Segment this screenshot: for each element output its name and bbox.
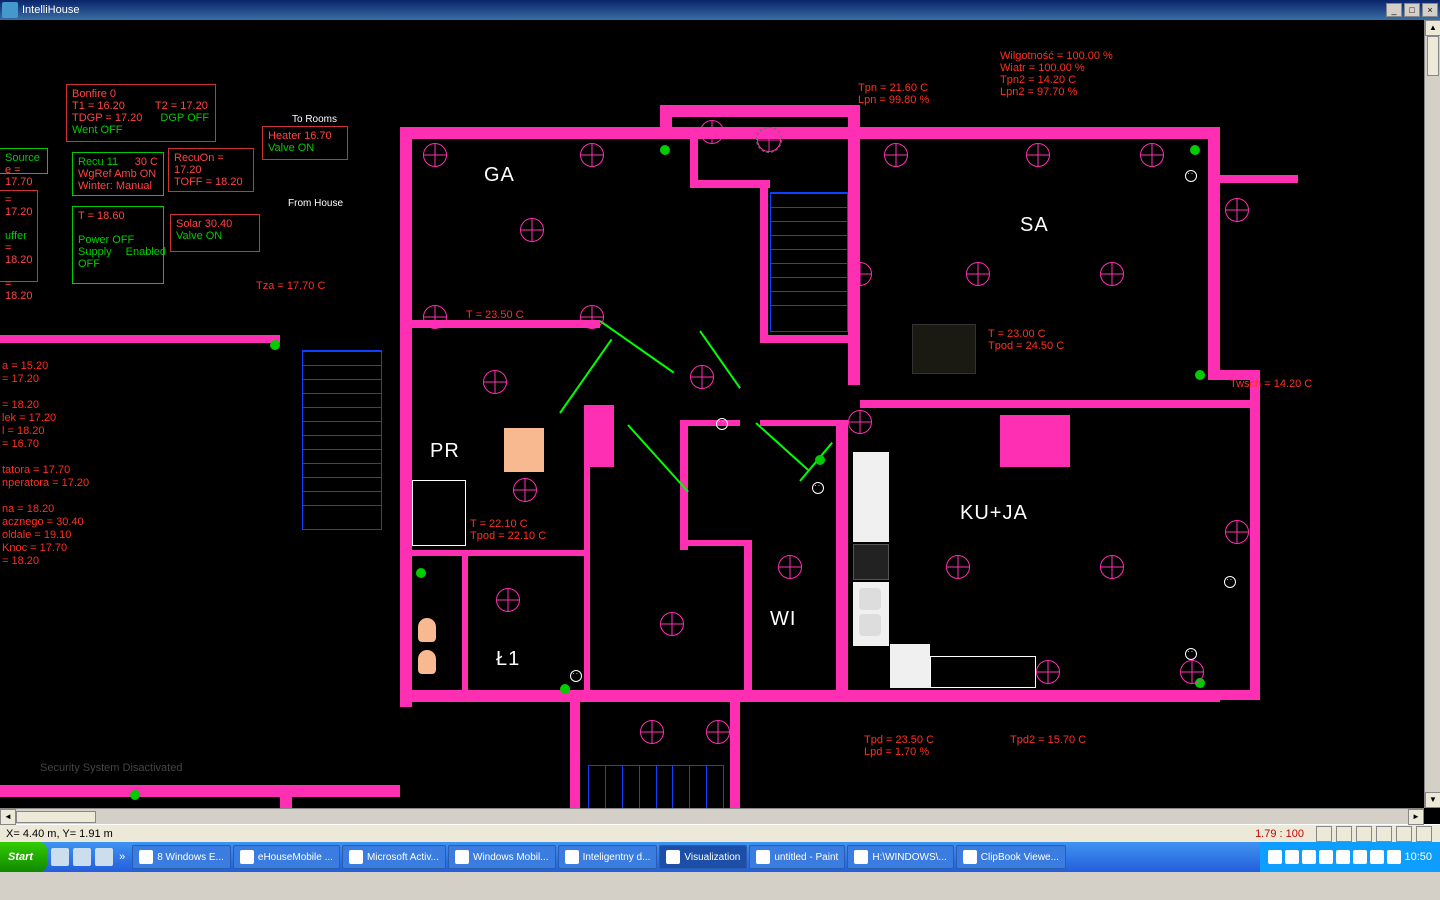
readout: T = 23.50 C [466,309,524,321]
scroll-right-icon[interactable]: ► [1408,809,1424,825]
app-icon [2,2,18,18]
close-button[interactable]: × [1422,3,1438,17]
tray-icon[interactable] [1268,850,1282,864]
tray-icon[interactable] [1387,850,1401,864]
room-l1: Ł1 [496,648,520,671]
tray-icon[interactable] [1302,850,1316,864]
tool-icon[interactable] [1336,826,1352,842]
tray-icon[interactable] [1370,850,1384,864]
coords-readout: X= 4.40 m, Y= 1.91 m [6,828,1255,840]
taskbar-button[interactable]: Visualization [659,845,747,869]
ql-overflow-icon[interactable]: » [117,851,127,863]
readout: T = 23.00 CTpod = 24.50 C [988,328,1064,352]
buffer-panel[interactable]: = 17.20 uffer = 18.20 = 18.20 [0,190,38,282]
readout: Tpd2 = 15.70 C [1010,734,1086,746]
tray-icon[interactable] [1319,850,1333,864]
readout: Tpd = 23.50 CLpd = 1.70 % [864,734,934,758]
readout-tza: Tza = 17.70 C [256,280,325,292]
tool-icon[interactable] [1316,826,1332,842]
floorplan-canvas[interactable]: GA SA PR WI Ł1 KU+JA Wilgotność = 100.00… [0,20,1440,824]
recu-panel[interactable]: Recu 11 30 C WgRef Amb ON Winter: Manual [72,152,164,196]
solar-panel[interactable]: Solar 30.40 Valve ON [170,214,260,252]
scale-readout: 1.79 : 100 [1255,828,1304,840]
readout: Twsch = 14.20 C [1230,378,1312,390]
tool-icon[interactable] [1396,826,1412,842]
tool-icon[interactable] [1356,826,1372,842]
taskbar-button[interactable]: 8 Windows E... [132,845,231,869]
bonfire-panel[interactable]: Bonfire 0 T1 = 16.20T2 = 17.20 TDGP = 17… [66,84,216,142]
tray-icon[interactable] [1353,850,1367,864]
recu-power-panel[interactable]: T = 18.60 Power OFF Supply OFFEnabled [72,206,164,284]
scroll-thumb[interactable] [16,811,96,823]
taskbar-button[interactable]: Windows Mobil... [448,845,556,869]
horizontal-scrollbar[interactable]: ◄ ► [0,808,1424,824]
heater-label-bottom: From House [288,198,343,209]
scroll-left-icon[interactable]: ◄ [0,809,16,825]
taskbar: Start » 8 Windows E...eHouseMobile ...Mi… [0,842,1440,872]
taskbar-button[interactable]: eHouseMobile ... [233,845,340,869]
readout-left: a = 15.20= 17.20 = 18.20lek = 17.20l = 1… [2,360,89,568]
vertical-scrollbar[interactable]: ▲ ▼ [1424,20,1440,808]
room-wi: WI [770,608,796,631]
scroll-up-icon[interactable]: ▲ [1425,20,1440,36]
heater-panel[interactable]: Heater 16.70 Valve ON [262,126,348,160]
app-title: IntelliHouse [22,4,79,16]
room-kuja: KU+JA [960,502,1028,525]
taskbar-button[interactable]: Inteligentny d... [558,845,658,869]
scroll-down-icon[interactable]: ▼ [1425,792,1440,808]
readout: Tpn = 21.60 CLpn = 99.80 % [858,82,929,106]
room-sa: SA [1020,214,1049,237]
scroll-thumb[interactable] [1427,36,1439,76]
tray-icon[interactable] [1336,850,1350,864]
heater-label-top: To Rooms [292,114,337,125]
maximize-button[interactable]: □ [1404,3,1420,17]
light-off-icon[interactable] [757,128,781,152]
start-button[interactable]: Start [0,842,47,872]
readout: Wilgotność = 100.00 %Wiatr = 100.00 % Tp… [1000,50,1113,98]
ie-icon[interactable] [51,848,69,866]
taskbar-button[interactable]: H:\WINDOWS\... [847,845,953,869]
system-tray: 10:50 [1260,842,1440,872]
room-ga: GA [484,164,515,187]
security-status: Security System Disactivated [40,762,182,774]
tool-icon[interactable] [1376,826,1392,842]
titlebar: IntelliHouse _ □ × [0,0,1440,20]
taskbar-button[interactable]: ClipBook Viewe... [956,845,1066,869]
status-bar: X= 4.40 m, Y= 1.91 m 1.79 : 100 [0,824,1440,842]
readout: T = 22.10 CTpod = 22.10 C [470,518,546,542]
taskbar-button[interactable]: Microsoft Activ... [342,845,446,869]
clock[interactable]: 10:50 [1404,851,1432,863]
recu-aux-panel[interactable]: RecuOn = 17.20TOFF = 18.20 [168,148,254,192]
source-panel[interactable]: Sourcee = 17.70 [0,148,48,174]
ql-icon[interactable] [95,848,113,866]
desktop-icon[interactable] [73,848,91,866]
quick-launch: » [47,848,131,866]
taskbar-button[interactable]: untitled - Paint [749,845,845,869]
tool-icon[interactable] [1416,826,1432,842]
room-pr: PR [430,440,460,463]
minimize-button[interactable]: _ [1386,3,1402,17]
tray-icon[interactable] [1285,850,1299,864]
